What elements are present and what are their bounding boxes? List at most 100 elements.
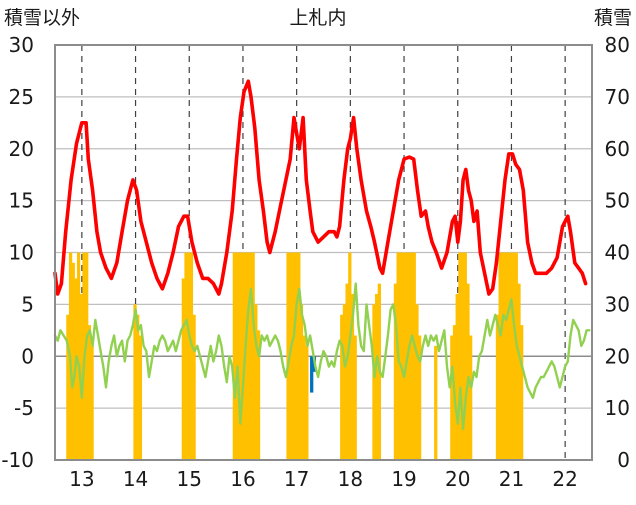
x-tick-label: 20 [445, 467, 470, 491]
data-bar [401, 252, 406, 460]
data-bar [256, 330, 261, 460]
data-bar [468, 335, 473, 460]
data-bar [399, 252, 403, 460]
y-right-tick-label: 10 [605, 396, 630, 420]
data-bar [291, 252, 296, 460]
data-bar [375, 294, 379, 460]
y-left-tick-label: 20 [9, 137, 34, 161]
series-line [53, 79, 588, 296]
data-bar [407, 252, 411, 460]
data-bar [466, 283, 470, 460]
data-bar [501, 252, 505, 460]
data-bar [184, 252, 188, 460]
data-bar [232, 252, 237, 460]
x-tick-label: 15 [177, 467, 202, 491]
x-tick-label: 22 [552, 467, 577, 491]
data-bar [415, 304, 419, 460]
data-bar [297, 252, 301, 460]
right-axis-label: 積雪 [594, 7, 632, 29]
data-bar [348, 252, 352, 460]
y-left-tick-label: 0 [21, 344, 34, 368]
plot-frame [54, 44, 593, 461]
data-bar [305, 345, 309, 460]
y-right-tick-label: 20 [605, 344, 630, 368]
x-tick-label: 21 [499, 467, 524, 491]
data-bar [372, 304, 376, 460]
data-bar [417, 335, 422, 460]
y-left-tick-label: 30 [9, 33, 34, 57]
chart-title: 上札内 [289, 7, 346, 29]
data-bar [133, 304, 137, 460]
data-bar [187, 252, 191, 460]
data-bar [450, 335, 454, 460]
data-bar [434, 345, 438, 460]
y-right-tick-label: 80 [605, 33, 630, 57]
x-tick-label: 18 [338, 467, 363, 491]
data-bar [189, 252, 194, 460]
x-tick-label: 19 [391, 467, 416, 491]
x-tick-label: 13 [69, 467, 94, 491]
data-bar [514, 252, 518, 460]
data-bar [495, 314, 500, 460]
data-bar [455, 294, 459, 460]
data-bar [409, 252, 414, 460]
x-tick-label: 14 [123, 467, 148, 491]
y-left-tick-label: 25 [9, 85, 34, 109]
data-bar [503, 252, 508, 460]
data-bar [79, 294, 83, 460]
data-bar [87, 325, 92, 460]
data-bar [340, 314, 344, 460]
data-bar [353, 335, 357, 460]
x-tick-label: 17 [284, 467, 309, 491]
data-bar [302, 335, 306, 460]
data-bar [294, 252, 298, 460]
data-bar [246, 252, 250, 460]
x-tick-label: 16 [230, 467, 255, 491]
data-bar [393, 283, 398, 460]
y-left-tick-label: 15 [9, 189, 34, 213]
data-bar [463, 252, 467, 460]
data-bar [248, 252, 253, 460]
data-bar [138, 335, 143, 460]
y-right-tick-label: 0 [617, 448, 630, 472]
data-bar [342, 304, 347, 460]
data-bar [238, 252, 242, 460]
data-bar [254, 304, 258, 460]
data-bar [345, 283, 349, 460]
data-bar [240, 252, 245, 460]
data-bar [286, 252, 290, 460]
data-bar [520, 325, 524, 460]
data-bar [509, 252, 513, 460]
data-bar [251, 252, 255, 460]
data-bar [511, 252, 516, 460]
data-bar [85, 252, 89, 460]
y-left-tick-label: -10 [1, 448, 34, 472]
left-axis-label: 積雪以外 [4, 7, 80, 29]
data-bar [192, 314, 196, 460]
data-bar [498, 252, 502, 460]
y-left-tick-label: 5 [21, 292, 34, 316]
data-bar [517, 283, 521, 460]
data-bar [310, 356, 314, 393]
data-bar [76, 252, 81, 460]
data-bar [71, 262, 75, 460]
data-bar [412, 252, 416, 460]
data-bar [181, 278, 185, 460]
y-right-tick-label: 60 [605, 137, 630, 161]
y-right-tick-label: 30 [605, 292, 630, 316]
lines [53, 79, 591, 431]
data-bar [458, 252, 462, 460]
y-right-tick-label: 70 [605, 85, 630, 109]
data-bar [460, 252, 465, 460]
data-bar [404, 252, 408, 460]
data-bar [66, 314, 70, 460]
y-left-tick-label: 10 [9, 241, 34, 265]
data-bar [506, 252, 510, 460]
data-bar [235, 252, 239, 460]
y-left-tick-label: -5 [14, 396, 34, 420]
y-right-tick-label: 50 [605, 189, 630, 213]
